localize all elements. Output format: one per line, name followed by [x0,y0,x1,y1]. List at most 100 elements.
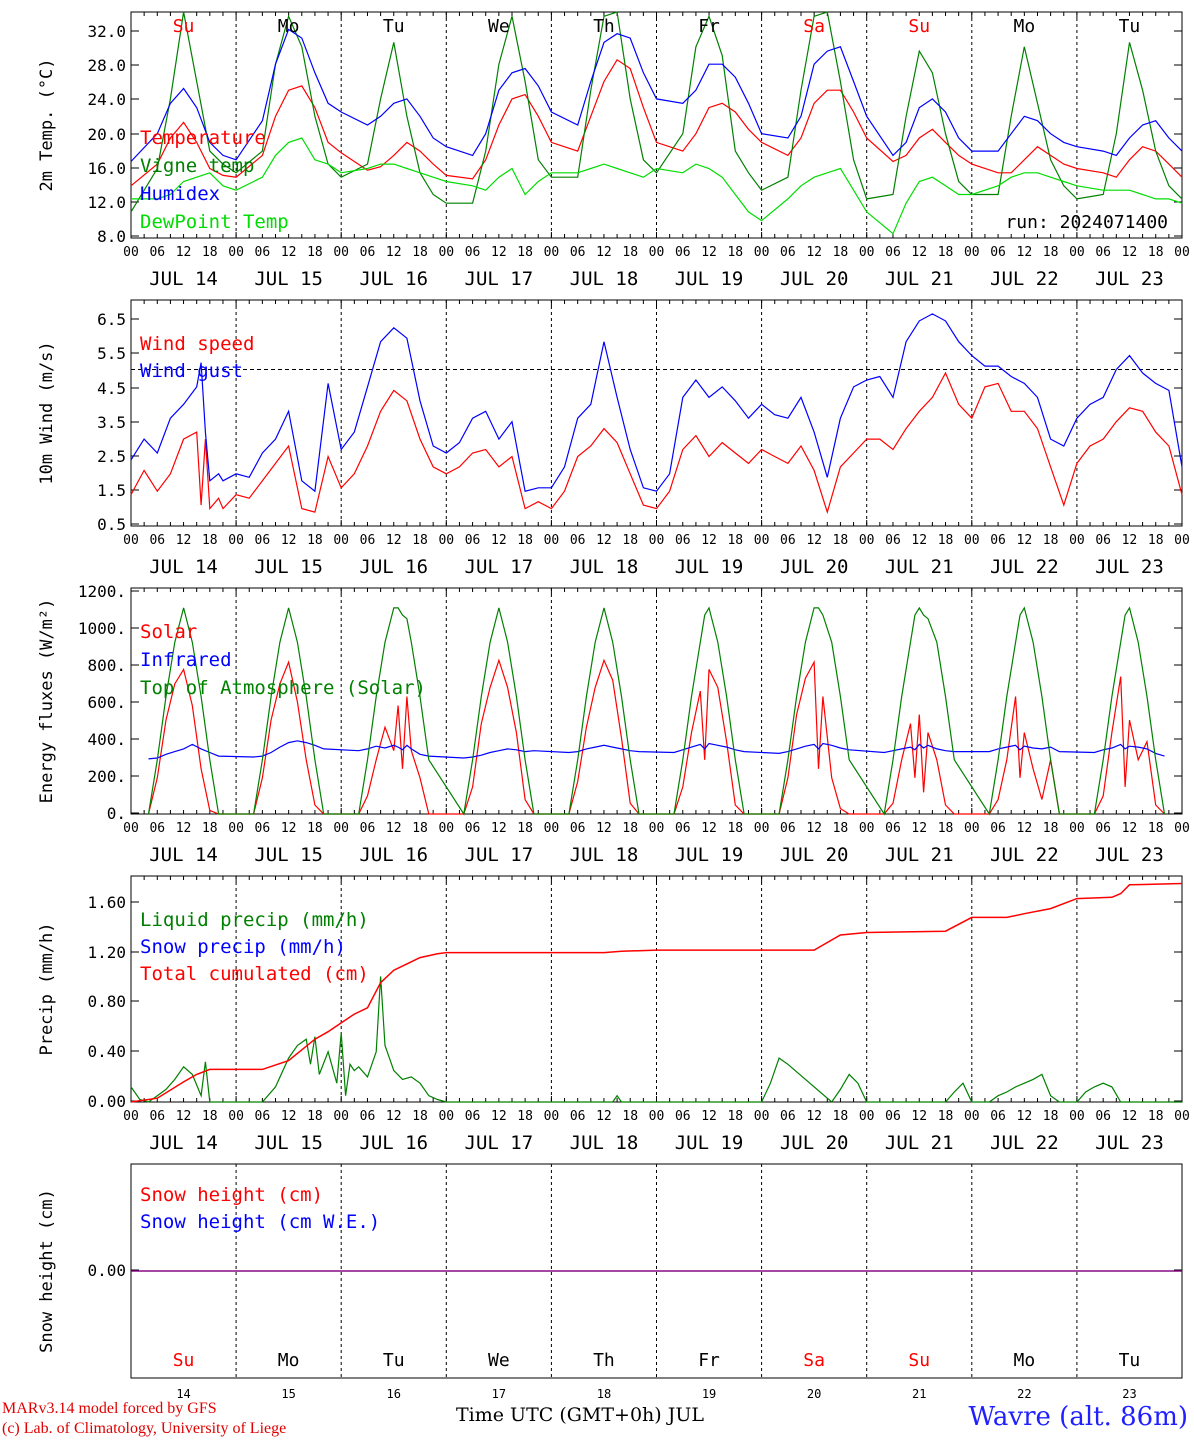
date-label: JUL 22 [990,268,1059,290]
y-tick-label: 28.0 [87,56,126,75]
hour-tick-label: 06 [360,245,376,260]
y-tick-label: 0.00 [87,1092,126,1111]
legend-entry: Vigne temp [140,155,254,177]
hour-tick-label: 18 [202,245,218,260]
weekday-label: Sa [803,1350,825,1371]
date-label: JUL 17 [465,844,534,866]
hour-tick-label: 00 [1174,533,1190,548]
hour-tick-label: 06 [990,821,1006,836]
date-label: JUL 17 [465,556,534,578]
hour-tick-label: 18 [412,1109,428,1124]
hour-tick-label: 18 [622,533,638,548]
hour-tick-label: 12 [386,821,402,836]
hour-tick-label: 00 [544,533,560,548]
hour-tick-label: 18 [202,533,218,548]
hour-tick-label: 00 [123,821,139,836]
weekday-label: We [488,16,510,37]
y-tick-label: 32.0 [87,22,126,41]
hour-tick-label: 12 [596,533,612,548]
hour-tick-label: 18 [833,1109,849,1124]
hour-tick-label: 06 [885,1109,901,1124]
series-wind-gust [130,313,1183,493]
hour-tick-label: 06 [780,245,796,260]
hour-tick-label: 00 [754,245,770,260]
date-label: JUL 20 [780,268,849,290]
y-tick-label: 3.5 [97,413,126,432]
date-label: JUL 19 [675,556,744,578]
hour-tick-label: 12 [281,821,297,836]
hour-tick-label: 06 [885,533,901,548]
hour-tick-label: 06 [149,245,165,260]
y-tick-label: 2.5 [97,447,126,466]
hour-tick-label: 12 [491,533,507,548]
panel-2 [130,299,1183,527]
y-tick-label: 6.5 [97,310,126,329]
date-label: JUL 22 [990,844,1059,866]
hour-tick-label: 06 [1095,533,1111,548]
y-tick-label: 0.5 [97,515,126,534]
y-tick-label: 5.5 [97,344,126,363]
hour-tick-label: 00 [438,245,454,260]
date-label: JUL 19 [675,844,744,866]
weekday-label: Th [593,1350,615,1371]
weekday-label: Su [908,1350,930,1371]
hour-tick-label: 00 [649,1109,665,1124]
hour-tick-label: 18 [1148,245,1164,260]
hour-tick-label: 06 [149,1109,165,1124]
date-label: JUL 14 [149,1132,218,1154]
panel-3 [130,587,1183,816]
hour-tick-label: 06 [255,245,271,260]
hour-tick-label: 18 [307,245,323,260]
run-annotation: run: 2024071400 [1005,212,1168,233]
hour-tick-label: 00 [438,1109,454,1124]
legend-entry: Top of Atmosphere (Solar) [140,677,426,699]
hour-tick-label: 18 [727,533,743,548]
y-tick-label: 400. [87,730,126,749]
y-tick-label: 200. [87,767,126,786]
hour-tick-label: 18 [622,1109,638,1124]
hour-tick-label: 00 [964,821,980,836]
hour-tick-label: 06 [255,1109,271,1124]
hour-tick-label: 18 [517,821,533,836]
date-label: JUL 16 [359,844,428,866]
hour-tick-label: 00 [964,1109,980,1124]
date-label: JUL 14 [149,556,218,578]
series-infrared [148,740,1165,760]
day-number-label: 23 [1122,1387,1136,1401]
date-label: JUL 21 [885,268,954,290]
hour-tick-label: 18 [938,821,954,836]
hour-tick-label: 00 [544,245,560,260]
hour-tick-label: 06 [570,533,586,548]
hour-tick-label: 12 [806,533,822,548]
series-temperature [130,58,1183,187]
y-tick-label: 1.20 [87,943,126,962]
weekday-label: Mo [1014,1350,1036,1371]
series-top-of-atmosphere-solar [147,606,1166,816]
hour-tick-label: 00 [333,245,349,260]
hour-tick-label: 12 [386,533,402,548]
hour-tick-label: 00 [859,533,875,548]
hour-tick-label: 12 [281,245,297,260]
date-label: JUL 16 [359,268,428,290]
y-axis-label: Energy fluxes (W/m²) [37,599,57,804]
hour-tick-label: 12 [281,533,297,548]
hour-tick-label: 00 [964,533,980,548]
hour-tick-label: 06 [149,533,165,548]
hour-tick-label: 06 [990,245,1006,260]
hour-tick-label: 12 [701,245,717,260]
hour-tick-label: 06 [780,1109,796,1124]
panel-5 [130,1163,1183,1379]
hour-tick-label: 12 [176,533,192,548]
legend-entry: Humidex [140,183,220,205]
date-label: JUL 18 [570,1132,639,1154]
weekday-label: Th [593,16,615,37]
date-label: JUL 18 [570,556,639,578]
hour-tick-label: 12 [701,821,717,836]
date-label: JUL 23 [1095,844,1164,866]
hour-tick-label: 00 [859,821,875,836]
date-label: JUL 18 [570,268,639,290]
y-tick-label: 0.00 [87,1261,126,1280]
hour-tick-label: 12 [911,533,927,548]
hour-tick-label: 18 [517,533,533,548]
